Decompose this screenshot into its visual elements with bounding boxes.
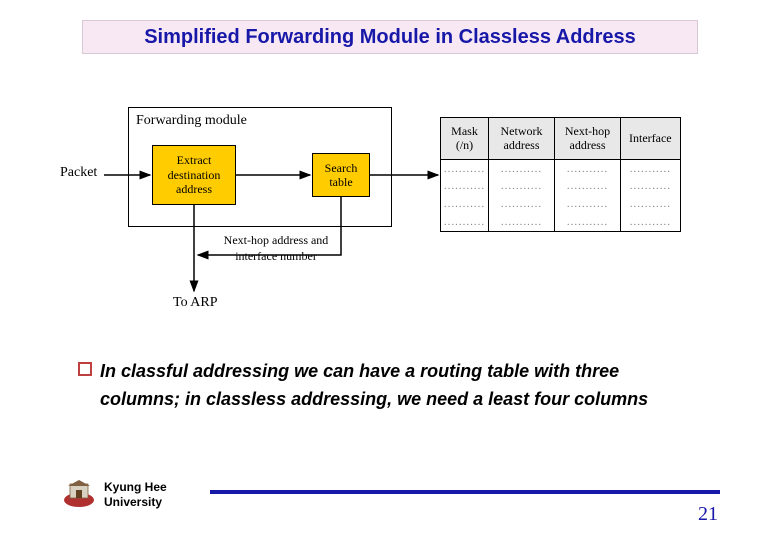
- table-cell: ...........: [621, 177, 681, 195]
- university-logo-icon: [62, 480, 96, 508]
- page-number: 21: [698, 503, 718, 526]
- to-arp-label: To ARP: [173, 295, 218, 311]
- search-box: Search table: [312, 153, 370, 197]
- table-cell: ...........: [441, 213, 489, 231]
- table-cell: ...........: [555, 213, 621, 231]
- bullet-square-icon: [78, 362, 92, 376]
- packet-label: Packet: [60, 165, 97, 181]
- university-line1: Kyung Hee: [104, 480, 167, 495]
- nexthop-label: Next-hop address and interface number: [216, 233, 336, 264]
- extract-box: Extract destination address: [152, 145, 236, 205]
- table-cell: ...........: [489, 177, 555, 195]
- table-cell: ...........: [489, 195, 555, 213]
- table-cell: ...........: [489, 213, 555, 231]
- table-header: Interface: [621, 118, 681, 160]
- routing-table: Mask(/n)NetworkaddressNext-hopaddressInt…: [440, 117, 681, 232]
- table-header: Next-hopaddress: [555, 118, 621, 160]
- table-cell: ...........: [489, 159, 555, 177]
- bullet-block: In classful addressing we can have a rou…: [78, 358, 698, 414]
- university-line2: University: [104, 495, 167, 510]
- table-cell: ...........: [621, 159, 681, 177]
- university-name: Kyung Hee University: [104, 480, 167, 510]
- table-cell: ...........: [441, 159, 489, 177]
- table-cell: ...........: [555, 159, 621, 177]
- table-cell: ...........: [621, 195, 681, 213]
- bullet-item: In classful addressing we can have a rou…: [78, 358, 698, 414]
- table-cell: ...........: [555, 177, 621, 195]
- title-bar: Simplified Forwarding Module in Classles…: [82, 20, 698, 54]
- footer-divider: [210, 490, 720, 494]
- table-cell: ...........: [555, 195, 621, 213]
- page-title: Simplified Forwarding Module in Classles…: [144, 26, 636, 49]
- table-cell: ...........: [441, 177, 489, 195]
- forwarding-module-label: Forwarding module: [136, 113, 247, 129]
- table-header: Networkaddress: [489, 118, 555, 160]
- bullet-text: In classful addressing we can have a rou…: [100, 358, 698, 414]
- table-header: Mask(/n): [441, 118, 489, 160]
- table-cell: ...........: [441, 195, 489, 213]
- table-cell: ...........: [621, 213, 681, 231]
- forwarding-diagram: Packet Forwarding module Extract destina…: [60, 105, 720, 315]
